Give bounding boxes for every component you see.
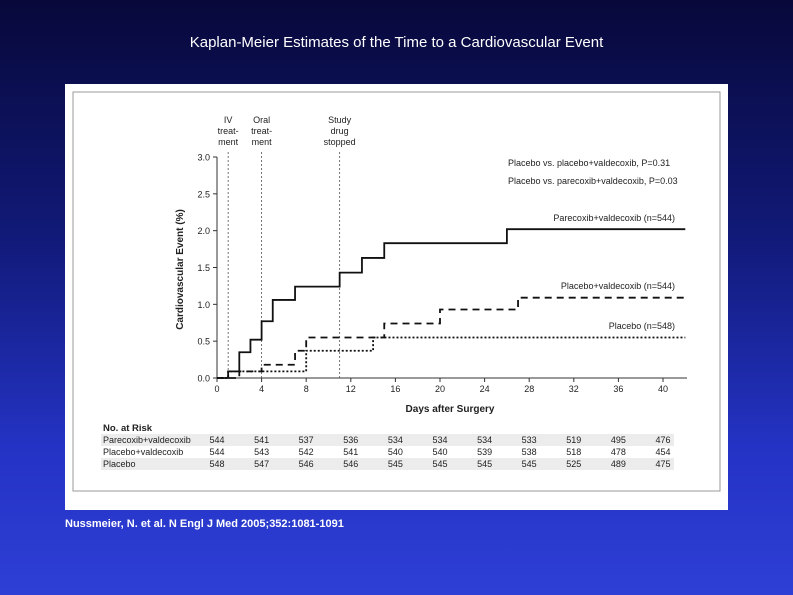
risk-row-label: Placebo+valdecoxib xyxy=(103,447,183,457)
risk-cell: 537 xyxy=(299,435,314,445)
risk-cell: 544 xyxy=(209,435,224,445)
risk-cell: 518 xyxy=(566,447,581,457)
x-tick-label: 28 xyxy=(524,384,534,394)
series-label: Placebo+valdecoxib (n=544) xyxy=(561,281,675,291)
phase-marker-label: stopped xyxy=(324,137,356,147)
risk-cell: 540 xyxy=(432,447,447,457)
risk-cell: 539 xyxy=(477,447,492,457)
phase-marker-label: Study xyxy=(328,115,352,125)
y-tick-label: 1.5 xyxy=(197,263,210,273)
risk-cell: 536 xyxy=(343,435,358,445)
phase-marker-label: Oral xyxy=(253,115,270,125)
risk-cell: 547 xyxy=(254,459,269,469)
risk-cell: 545 xyxy=(388,459,403,469)
x-tick-label: 20 xyxy=(435,384,445,394)
risk-row-label: Parecoxib+valdecoxib xyxy=(103,435,191,445)
risk-table-title: No. at Risk xyxy=(103,423,153,434)
risk-cell: 545 xyxy=(522,459,537,469)
phase-marker-label: IV xyxy=(224,115,233,125)
series-label: Placebo (n=548) xyxy=(609,321,675,331)
risk-cell: 534 xyxy=(388,435,403,445)
series-line-dashed xyxy=(217,296,686,379)
risk-row-band xyxy=(101,458,674,470)
risk-cell: 489 xyxy=(611,459,626,469)
risk-cell: 478 xyxy=(611,447,626,457)
figure-frame xyxy=(72,91,721,492)
y-tick-label: 2.0 xyxy=(197,226,210,236)
risk-cell: 545 xyxy=(432,459,447,469)
pvalue-text: Placebo vs. parecoxib+valdecoxib, P=0.03 xyxy=(508,176,678,186)
risk-cell: 541 xyxy=(343,447,358,457)
y-tick-label: 0.0 xyxy=(197,374,210,384)
risk-cell: 545 xyxy=(477,459,492,469)
phase-marker-label: ment xyxy=(218,137,239,147)
figure-panel: 0.0 0.5 1.0 1.5 2.0 2.5 3.0 0 4 8 12 16 20 24 28 32 36 40… xyxy=(65,84,728,510)
x-tick-label: 16 xyxy=(390,384,400,394)
phase-marker-label: treat- xyxy=(218,126,239,136)
risk-row-label: Placebo xyxy=(103,459,136,469)
risk-cell: 548 xyxy=(209,459,224,469)
risk-cell: 495 xyxy=(611,435,626,445)
y-axis-label: Cardiovascular Event (%) xyxy=(175,209,186,330)
risk-cell: 476 xyxy=(655,435,670,445)
x-tick-label: 32 xyxy=(569,384,579,394)
series-line-dotted xyxy=(217,336,686,379)
y-tick-label: 2.5 xyxy=(197,189,210,199)
risk-cell: 538 xyxy=(522,447,537,457)
y-tick-label: 0.5 xyxy=(197,337,210,347)
km-chart: 0.0 0.5 1.0 1.5 2.0 2.5 3.0 0 4 8 12 16 20 24 28 32 36 40… xyxy=(72,91,721,492)
x-tick-label: 0 xyxy=(214,384,219,394)
risk-cell: 475 xyxy=(655,459,670,469)
risk-cell: 544 xyxy=(209,447,224,457)
slide-title: Kaplan-Meier Estimates of the Time to a … xyxy=(189,34,604,51)
risk-cell: 542 xyxy=(299,447,314,457)
x-tick-label: 8 xyxy=(304,384,309,394)
risk-row-band xyxy=(101,434,674,446)
x-tick-label: 40 xyxy=(658,384,668,394)
phase-marker-label: ment xyxy=(252,137,273,147)
x-tick-label: 36 xyxy=(613,384,623,394)
risk-cell: 534 xyxy=(477,435,492,445)
x-tick-label: 12 xyxy=(346,384,356,394)
x-axis-label: Days after Surgery xyxy=(406,404,495,415)
risk-cell: 546 xyxy=(299,459,314,469)
y-tick-label: 3.0 xyxy=(197,153,210,163)
citation: Nussmeier, N. et al. N Engl J Med 2005;3… xyxy=(65,518,344,530)
risk-cell: 519 xyxy=(566,435,581,445)
risk-cell: 541 xyxy=(254,435,269,445)
risk-cell: 454 xyxy=(655,447,670,457)
risk-cell: 540 xyxy=(388,447,403,457)
risk-cell: 525 xyxy=(566,459,581,469)
risk-cell: 546 xyxy=(343,459,358,469)
risk-cell: 543 xyxy=(254,447,269,457)
risk-cell: 534 xyxy=(432,435,447,445)
x-tick-label: 24 xyxy=(480,384,490,394)
pvalue-text: Placebo vs. placebo+valdecoxib, P=0.31 xyxy=(508,158,670,168)
series-label: Parecoxib+valdecoxib (n=544) xyxy=(553,213,675,223)
x-tick-label: 4 xyxy=(259,384,264,394)
phase-marker-label: drug xyxy=(331,126,349,136)
y-tick-label: 1.0 xyxy=(197,300,210,310)
phase-marker-label: treat- xyxy=(251,126,272,136)
series-line-solid xyxy=(217,228,686,379)
risk-cell: 533 xyxy=(522,435,537,445)
